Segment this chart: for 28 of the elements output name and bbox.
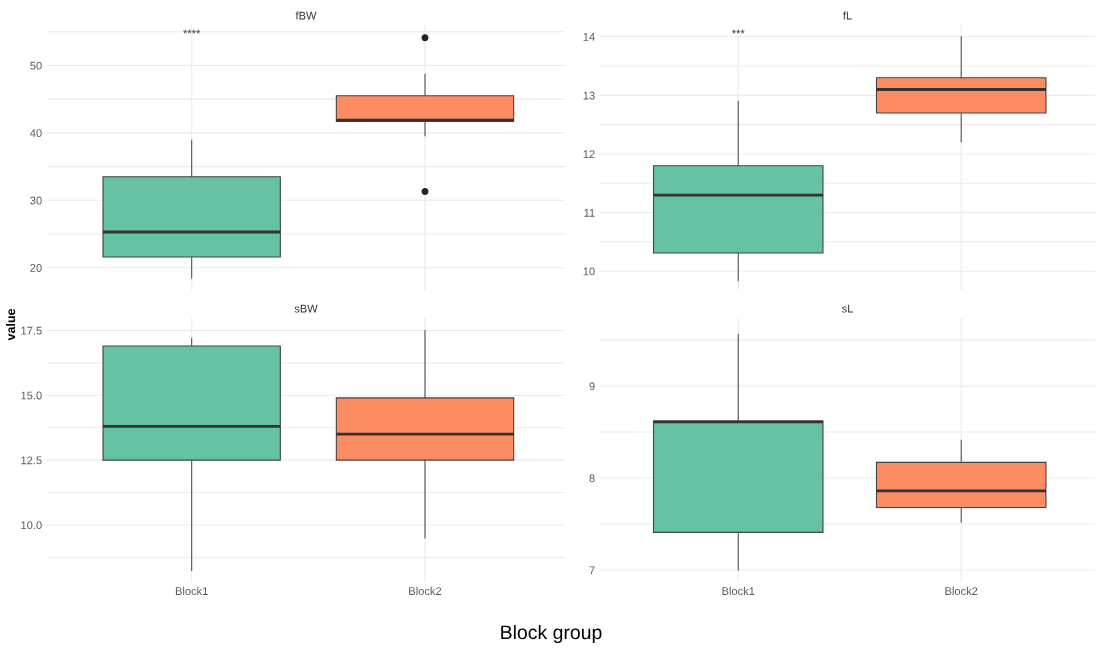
y-tick-label: 12 [583, 150, 595, 159]
y-tick-label: 20 [30, 264, 42, 272]
annotation: **** [183, 29, 201, 34]
y-tick-label: 12.5 [21, 456, 42, 465]
y-tick-label: 9 [589, 382, 595, 391]
y-tick-label: 13 [583, 91, 595, 100]
annotation: *** [731, 29, 745, 34]
y-tick-label: 11 [584, 208, 595, 217]
y-tick-label: 10.0 [21, 521, 42, 530]
chart-title: fBW [295, 11, 317, 20]
y-tick-label: 17.5 [21, 326, 42, 335]
chart-title: fL [843, 11, 852, 20]
y-tick-label: 14 [583, 33, 595, 41]
chart-title: sBW [294, 304, 318, 313]
chart-title: sL [841, 304, 853, 313]
y-tick-label: 8 [589, 474, 595, 483]
x-axis-title: Block group [501, 624, 602, 644]
y-axis-title: value [6, 308, 16, 341]
y-tick-label: 10 [583, 267, 595, 276]
y-tick-label: 40 [30, 129, 42, 138]
y-tick-label: 30 [30, 196, 42, 205]
y-tick-label: 15.0 [21, 391, 42, 400]
x-tick-label: Block2 [409, 586, 442, 596]
x-tick-label: Block1 [722, 586, 755, 596]
y-tick-label: 7 [589, 566, 595, 575]
x-tick-label: Block2 [945, 586, 978, 596]
y-tick-label: 50 [30, 61, 42, 70]
x-tick-label: Block1 [175, 586, 208, 596]
